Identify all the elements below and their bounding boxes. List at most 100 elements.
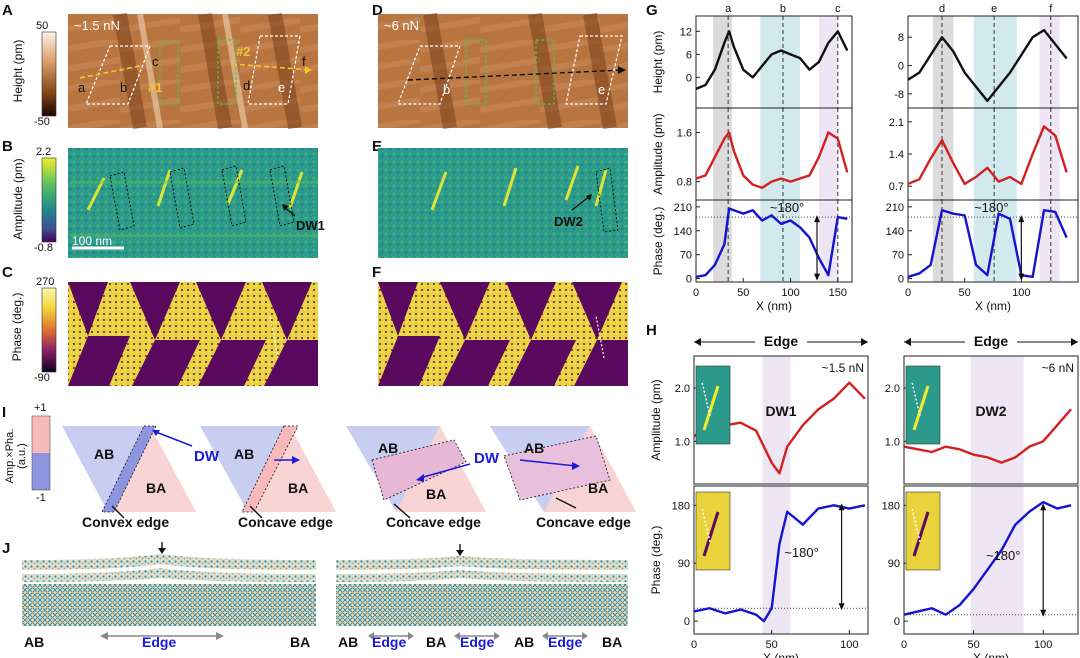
panel-label-I: I <box>2 404 7 421</box>
y-tick-label: 1.4 <box>889 149 904 161</box>
afm-amplitude-image-E <box>378 148 628 258</box>
y-tick-label: 0 <box>898 274 904 286</box>
edge-label-3: Concave edge <box>386 514 481 530</box>
y-tick-label: 0 <box>686 72 692 84</box>
y-tick-label: 70 <box>892 250 904 262</box>
dw1-label: DW1 <box>296 218 325 233</box>
afm-phase-image-F <box>378 282 628 386</box>
highlight-band <box>973 108 1017 200</box>
i-colorbar-plus: +1 <box>34 402 47 414</box>
amplitude-bar-max: 2.2 <box>36 146 52 158</box>
y-tick-label: 0 <box>894 616 900 628</box>
y-tick-label: 6 <box>686 49 692 61</box>
edge-header-bg <box>755 332 807 350</box>
point-e: e <box>278 80 286 95</box>
panel-label-J: J <box>2 540 11 557</box>
panel-label-C: C <box>2 264 13 281</box>
scale-bar-label: 100 nm <box>72 234 113 248</box>
highlight-band <box>1039 108 1060 200</box>
x-axis-label: X (nm) <box>763 651 799 658</box>
afm-images <box>68 12 628 386</box>
top-label: a <box>725 3 732 15</box>
y-tick-label: 0.7 <box>889 181 904 193</box>
edge-label-4: Concave edge <box>536 514 631 530</box>
x-tick-label: 150 <box>829 287 847 299</box>
top-label: c <box>835 3 841 15</box>
ba-label-3: BA <box>426 486 447 502</box>
highlight-band <box>970 356 1024 484</box>
lattice-J <box>22 542 628 640</box>
point-a: a <box>78 80 86 95</box>
highlight-band <box>762 356 791 484</box>
highlight-band <box>932 16 954 108</box>
dw2-label: DW2 <box>554 214 583 229</box>
highlight-band <box>713 108 732 200</box>
dw-label-2: DW <box>474 450 499 467</box>
x-axis-label: X (nm) <box>756 299 792 313</box>
series-line <box>693 504 866 623</box>
y-tick-label: 2.0 <box>885 383 900 395</box>
ab-label-1: AB <box>94 446 115 462</box>
x-tick-label: 0 <box>901 639 907 651</box>
x-tick-label: 100 <box>1012 287 1030 299</box>
plot-frame <box>693 485 869 635</box>
y-tick-label: 70 <box>680 250 692 262</box>
y-tick-label: 0 <box>684 616 690 628</box>
y-tick-label: -8 <box>894 89 904 101</box>
height-bar-max: 50 <box>36 20 49 32</box>
highlight-band <box>760 200 800 282</box>
afm-height-image-D <box>378 12 628 130</box>
y-tick-label: 210 <box>674 202 692 214</box>
y-tick-label: 0 <box>686 274 692 286</box>
inset-map <box>905 491 941 571</box>
domain-wall-label: DW1 <box>765 403 796 419</box>
ba-label-1: BA <box>146 480 167 496</box>
amp-pha-colorbar <box>31 415 51 491</box>
path-label-1: #1 <box>148 80 163 95</box>
amplitude-bar-min: -0.8 <box>34 242 53 254</box>
afm-height-image-A <box>68 12 318 130</box>
domain-wall-label: DW2 <box>975 403 1006 419</box>
x-tick-label: 100 <box>1034 639 1052 651</box>
plot-frame <box>695 199 853 283</box>
edge-arrow <box>694 338 701 346</box>
x-tick-label: 0 <box>905 287 911 299</box>
arrow-head <box>838 603 845 611</box>
panel-label-H: H <box>646 322 657 339</box>
series-line <box>695 30 849 90</box>
afm-phase-image-C <box>68 282 318 386</box>
inset-path <box>911 381 921 417</box>
plot-frame <box>907 199 1079 283</box>
height-colorbar <box>41 31 57 117</box>
path-label-2: #2 <box>236 44 251 59</box>
y-tick-label: 210 <box>886 202 904 214</box>
arrow-head <box>1018 215 1025 223</box>
y-tick-label: 90 <box>678 558 690 570</box>
arrow-head <box>814 273 821 281</box>
highlight-band <box>1039 16 1060 108</box>
y-tick-label: 12 <box>680 26 692 38</box>
phase-colorbar <box>41 287 57 373</box>
plot-frame <box>903 355 1079 485</box>
amplitude-colorbar <box>41 157 57 243</box>
top-label: e <box>991 3 997 15</box>
i-colorbar-minus: -1 <box>36 492 46 504</box>
y-axis-label: Phase (deg.) <box>651 207 665 276</box>
x-tick-label: 50 <box>959 287 971 299</box>
y-axis-label: Amplitude (pm) <box>651 113 665 194</box>
ab-label-3: AB <box>378 440 399 456</box>
inset-feature <box>702 511 720 557</box>
x-tick-label: 0 <box>691 639 697 651</box>
inset-path <box>701 507 711 543</box>
afm-amplitude-image-B <box>68 148 318 258</box>
force-label: ~6 nN <box>1042 361 1074 375</box>
inset-path <box>911 507 921 543</box>
highlight-band <box>818 108 838 200</box>
y-tick-label: 2.1 <box>889 117 904 129</box>
ab-label-4: AB <box>524 440 545 456</box>
edge-arrow <box>1071 338 1078 346</box>
x-tick-label: 100 <box>781 287 799 299</box>
panel-label-B: B <box>2 138 13 155</box>
height-bar-min: -50 <box>34 116 50 128</box>
series-line <box>695 131 849 189</box>
